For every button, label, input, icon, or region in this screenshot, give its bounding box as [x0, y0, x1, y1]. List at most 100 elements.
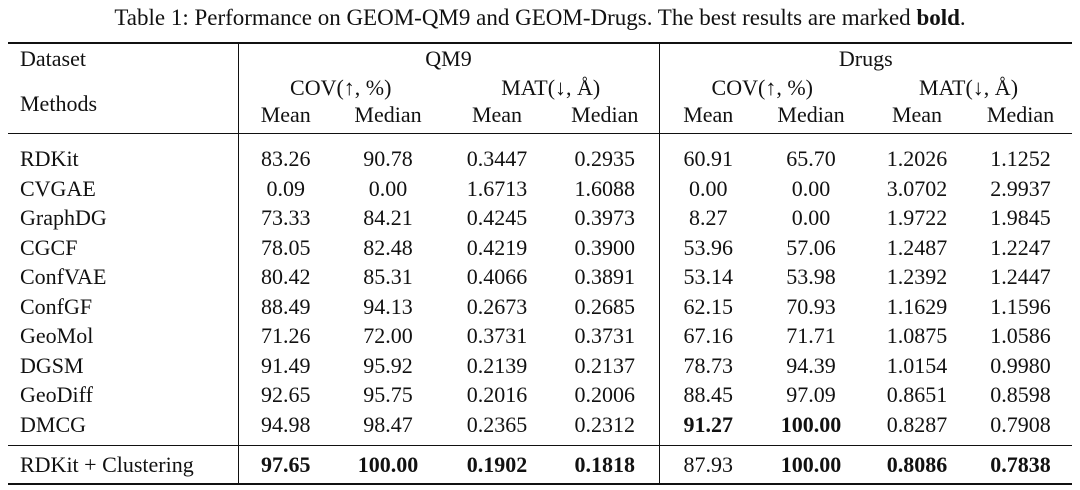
qm9-mat-median-cell: 0.2312 — [574, 411, 636, 437]
results-table: Dataset QM9 Drugs Methods COV(↑, %) MAT(… — [8, 42, 1073, 485]
drugs-cov-header: COV(↑, %) — [658, 74, 866, 102]
drugs-mat-mean-cell: 0.8086 — [865, 445, 970, 485]
drugs-cov-mean-cell: 88.45 — [658, 380, 758, 410]
table-row: GeoMol 71.26 72.00 0.3731 0.3731 67.16 71.71 1.… — [8, 321, 1072, 351]
qm9-mat-median-header: Median — [551, 102, 660, 134]
qm9-mat-mean-cell: 0.3447 — [466, 146, 528, 171]
table-row: DGSM 91.49 95.92 0.2139 0.2137 78.73 94.39 1.01… — [8, 350, 1072, 380]
drugs-mat-header: MAT(↓, Å) — [919, 75, 1019, 100]
drugs-mat-mean-cell: 1.2392 — [886, 264, 948, 289]
qm9-cov-mean-cell: 94.98 — [237, 409, 333, 439]
qm9-cov-mean-cell: 97.65 — [237, 445, 333, 485]
drugs-mat-median-cell: 1.2247 — [990, 234, 1051, 260]
qm9-mat-mean-cell: 0.2016 — [466, 382, 528, 407]
qm9-cov-median-header: Median — [333, 102, 443, 134]
drugs-cov-median-header: Median — [757, 102, 866, 134]
table-row: CVGAE 0.09 0.00 1.6713 1.6088 0.00 0.00 3.0702 2… — [8, 173, 1072, 203]
drugs-cov-mean-cell: 60.91 — [658, 144, 758, 174]
qm9-cov-median-cell: 85.31 — [363, 264, 413, 289]
drugs-cov-mean-cell: 53.14 — [658, 262, 758, 292]
drugs-cov-median-cell: 70.93 — [786, 293, 836, 319]
drugs-mat-mean-cell: 1.1629 — [886, 293, 948, 319]
qm9-header: QM9 — [237, 42, 660, 74]
drugs-mat-median-cell: 1.1252 — [990, 146, 1051, 171]
drugs-mat-mean-cell: 1.2026 — [886, 146, 948, 171]
table-row: GraphDG 73.33 84.21 0.4245 0.3973 8.27 0.00 1.9… — [8, 203, 1072, 233]
drugs-cov-mean-cell: 62.15 — [658, 291, 758, 321]
method-name: CGCF — [20, 234, 78, 260]
drugs-cov-median-cell: 97.09 — [786, 382, 836, 407]
qm9-mat-mean-cell: 0.1902 — [443, 445, 551, 485]
method-name: DMCG — [20, 411, 87, 437]
drugs-cov-median-cell: 0.00 — [791, 205, 831, 230]
drugs-mat-mean-header: Mean — [865, 102, 970, 134]
qm9-mat-median-cell: 0.3900 — [574, 234, 636, 260]
qm9-mat-mean-cell: 0.3731 — [466, 323, 528, 348]
drugs-cov-median-cell: 100.00 — [780, 411, 842, 437]
qm9-cov-median-cell: 95.92 — [363, 352, 413, 378]
drugs-mat-median-cell: 1.2447 — [990, 264, 1051, 289]
drugs-mat-median-cell: 2.9937 — [990, 175, 1051, 201]
drugs-mat-mean-cell: 0.8651 — [886, 382, 948, 407]
method-name: RDKit + Clustering — [8, 445, 238, 485]
qm9-mat-mean-cell: 0.2365 — [466, 411, 528, 437]
drugs-cov-median-cell: 57.06 — [786, 234, 836, 260]
qm9-cov-header: COV(↑, %) — [237, 74, 443, 102]
method-name: ConfGF — [20, 293, 93, 319]
caption-text: Table 1: Performance on GEOM-QM9 and GEO… — [114, 5, 917, 30]
qm9-cov-median-cell: 84.21 — [363, 205, 413, 230]
qm9-cov-median-cell: 0.00 — [368, 175, 408, 201]
drugs-mat-median-cell: 0.9980 — [990, 352, 1051, 378]
qm9-cov-mean-cell: 0.09 — [237, 173, 333, 203]
drugs-cov-mean-cell: 0.00 — [658, 173, 758, 203]
qm9-mat-mean-cell: 0.4245 — [466, 205, 528, 230]
table-row: RDKit 83.26 90.78 0.3447 0.2935 60.91 65.70 1.2… — [8, 144, 1072, 174]
qm9-mat-median-cell: 0.2685 — [574, 293, 636, 319]
drugs-mat-mean-cell: 1.0154 — [886, 352, 948, 378]
drugs-mat-median-cell: 1.9845 — [990, 205, 1051, 230]
table-row-ours: RDKit + Clustering 97.65 100.00 0.1902 0.181… — [8, 445, 1073, 485]
qm9-mat-median-cell: 0.2935 — [574, 146, 636, 171]
method-name: CVGAE — [20, 175, 96, 201]
qm9-mat-median-cell: 1.6088 — [574, 175, 636, 201]
method-name: GeoMol — [20, 323, 94, 348]
method-name: GraphDG — [20, 205, 107, 230]
methods-label: Methods — [8, 74, 238, 134]
drugs-mat-mean-cell: 1.2487 — [886, 234, 948, 260]
qm9-mat-mean-cell: 0.4219 — [466, 234, 528, 260]
drugs-mat-mean-cell: 0.8287 — [886, 411, 948, 437]
drugs-cov-mean-cell: 53.96 — [658, 232, 758, 262]
drugs-mat-mean-cell: 1.9722 — [886, 205, 948, 230]
drugs-cov-mean-cell: 8.27 — [658, 203, 758, 233]
drugs-mat-mean-cell: 3.0702 — [886, 175, 948, 201]
drugs-cov-median-cell: 53.98 — [786, 264, 836, 289]
caption-bold-word: bold — [916, 5, 960, 30]
qm9-mat-header: MAT(↓, Å) — [501, 75, 601, 100]
drugs-mat-median-cell: 0.8598 — [990, 382, 1051, 407]
caption-suffix: . — [959, 5, 966, 30]
table-row: GeoDiff 92.65 95.75 0.2016 0.2006 88.45 97.09 0… — [8, 380, 1072, 410]
table-row: ConfVAE 80.42 85.31 0.4066 0.3891 53.14 53.98 1… — [8, 262, 1072, 292]
drugs-mat-median-cell: 0.7838 — [969, 445, 1073, 485]
drugs-mat-mean-cell: 1.0875 — [886, 323, 948, 348]
drugs-cov-median-cell: 65.70 — [786, 146, 836, 171]
drugs-mat-median-cell: 1.1596 — [990, 293, 1051, 319]
qm9-mat-median-cell: 0.3973 — [574, 205, 636, 230]
qm9-mat-median-cell: 0.2006 — [574, 382, 636, 407]
drugs-mat-median-cell: 1.0586 — [990, 323, 1051, 348]
drugs-cov-median-cell: 100.00 — [757, 445, 866, 485]
qm9-mat-mean-header: Mean — [443, 102, 551, 134]
qm9-mat-mean-cell: 0.2673 — [466, 293, 528, 319]
method-name: ConfVAE — [20, 264, 107, 289]
table-row: ConfGF 88.49 94.13 0.2673 0.2685 62.15 70.93 1.… — [8, 291, 1072, 321]
qm9-cov-mean-cell: 83.26 — [237, 144, 333, 174]
qm9-mat-median-cell: 0.3731 — [574, 323, 636, 348]
method-name: GeoDiff — [20, 382, 93, 407]
qm9-mat-median-cell: 0.1818 — [551, 445, 660, 485]
qm9-mat-median-cell: 0.3891 — [574, 264, 636, 289]
qm9-cov-mean-cell: 71.26 — [237, 321, 333, 351]
method-name: RDKit — [20, 146, 79, 171]
qm9-cov-mean-cell: 78.05 — [237, 232, 333, 262]
qm9-cov-mean-cell: 80.42 — [237, 262, 333, 292]
dataset-label: Dataset — [8, 42, 238, 74]
